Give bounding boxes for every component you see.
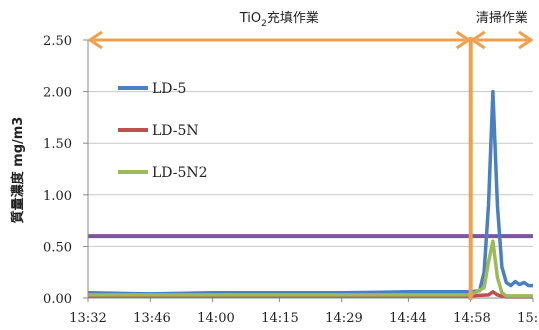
phase-arrow-head-left-1 <box>469 30 486 50</box>
x-tick-label-5: 14:44 <box>389 311 426 326</box>
x-tick-label-3: 14:15 <box>261 311 298 326</box>
legend-label-LD-5N2: LD-5N2 <box>152 165 208 181</box>
y-axis-label: 質量濃度 mg/m3 <box>10 117 26 224</box>
phase-label-0: TiO2充填作業 <box>239 10 319 29</box>
x-tick-label-4: 14:29 <box>325 311 362 326</box>
axes: 0.00 0.50 1.00 1.50 2.00 2.50 13:32 13:46 14:00 1… <box>43 34 539 326</box>
x-tick-label-1: 13:46 <box>133 311 170 326</box>
x-tick-label-2: 14:00 <box>197 311 234 326</box>
x-tick-label-0: 13:32 <box>69 311 106 326</box>
x-tick-label-7: 15:12 <box>517 311 539 326</box>
series-layer <box>87 89 533 299</box>
legend-label-LD-5: LD-5 <box>152 81 186 97</box>
series-line-LD-5 <box>87 89 533 296</box>
y-tick-label-1: 0.50 <box>43 240 72 255</box>
legend-label-LD-5N: LD-5N <box>152 123 199 139</box>
y-tick-label-2: 1.00 <box>43 189 72 204</box>
phase-arrow-head-right-0 <box>455 30 472 50</box>
series-line-LD-5N2 <box>88 239 533 298</box>
y-tick-label-3: 1.50 <box>43 137 72 152</box>
phase-arrow-head-right-1 <box>518 30 534 50</box>
y-tick-label-4: 2.00 <box>43 86 72 101</box>
x-tick-label-6: 14:58 <box>453 311 490 326</box>
y-tick-label-0: 0.00 <box>43 292 72 307</box>
legend: LD-5 LD-5N LD-5N2 <box>118 81 208 181</box>
phase-label-1: 清掃作業 <box>476 10 528 26</box>
phase-annotations: TiO2充填作業 清掃作業 <box>87 10 534 300</box>
phase-arrow-head-left-0 <box>87 30 103 50</box>
y-tick-label-5: 2.50 <box>43 34 72 49</box>
